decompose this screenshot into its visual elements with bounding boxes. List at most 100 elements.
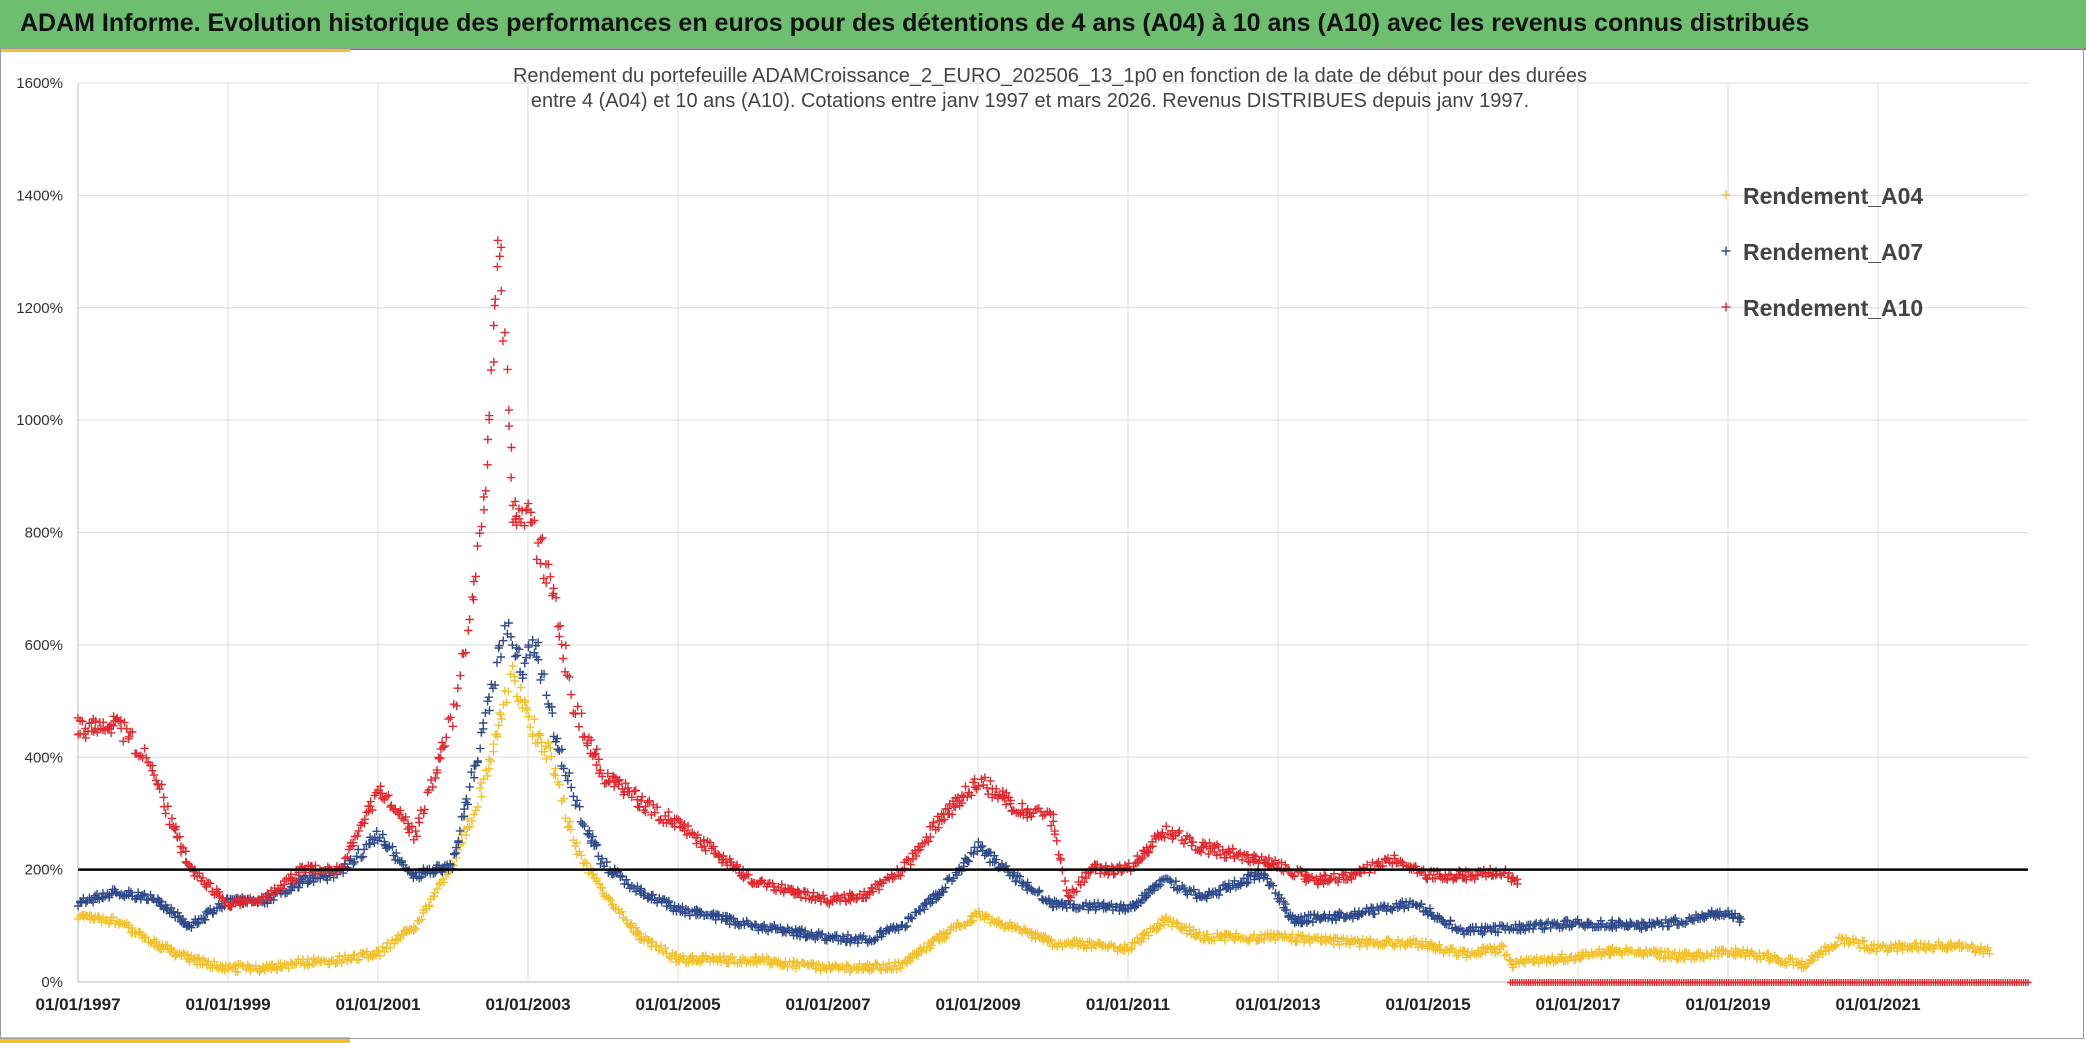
data-point bbox=[738, 953, 748, 963]
data-point bbox=[1228, 844, 1237, 854]
data-point bbox=[1266, 879, 1276, 888]
data-point bbox=[81, 733, 90, 743]
data-point bbox=[583, 741, 592, 750]
data-point bbox=[141, 933, 150, 942]
data-point bbox=[941, 883, 950, 892]
data-point bbox=[415, 874, 424, 883]
data-point bbox=[547, 702, 556, 711]
data-point bbox=[967, 791, 976, 800]
data-point bbox=[609, 782, 619, 791]
data-point bbox=[1062, 939, 1071, 948]
data-point bbox=[120, 920, 129, 929]
data-point bbox=[1002, 788, 1011, 797]
data-point bbox=[1006, 799, 1015, 808]
data-point bbox=[566, 825, 576, 834]
data-point bbox=[1872, 947, 1881, 956]
data-point bbox=[697, 956, 707, 966]
data-point bbox=[1508, 963, 1518, 972]
y-tick-label: 200% bbox=[25, 862, 63, 879]
data-point bbox=[1298, 931, 1307, 940]
data-point bbox=[512, 520, 521, 530]
data-point bbox=[430, 891, 439, 901]
data-point bbox=[621, 915, 631, 925]
data-point bbox=[759, 920, 769, 930]
data-point bbox=[974, 907, 984, 916]
data-point bbox=[571, 801, 580, 810]
data-point bbox=[892, 965, 902, 974]
data-point bbox=[871, 959, 881, 968]
data-point bbox=[1358, 935, 1367, 944]
data-point bbox=[159, 793, 168, 802]
x-tick-label: 01/01/2015 bbox=[1385, 995, 1470, 1014]
data-point bbox=[1205, 838, 1214, 848]
data-point bbox=[176, 848, 186, 857]
data-point bbox=[411, 826, 420, 836]
data-point bbox=[707, 844, 716, 853]
data-point bbox=[1011, 923, 1020, 932]
data-point bbox=[1062, 886, 1071, 895]
data-point bbox=[1155, 921, 1165, 931]
data-point bbox=[1130, 939, 1139, 948]
data-point bbox=[852, 894, 861, 904]
data-point bbox=[469, 577, 478, 586]
data-point bbox=[460, 804, 469, 814]
data-point bbox=[1255, 874, 1264, 883]
data-point bbox=[1286, 911, 1295, 920]
data-point bbox=[577, 709, 586, 718]
data-point bbox=[733, 919, 742, 928]
data-point bbox=[1497, 940, 1506, 950]
data-point bbox=[165, 820, 174, 829]
data-point bbox=[417, 873, 426, 882]
data-point bbox=[149, 770, 159, 780]
data-point bbox=[779, 961, 788, 970]
data-point bbox=[1060, 876, 1070, 886]
data-point bbox=[715, 954, 724, 963]
data-point bbox=[755, 877, 765, 886]
data-point bbox=[386, 943, 395, 953]
data-point bbox=[1694, 948, 1703, 957]
data-point bbox=[1126, 866, 1135, 876]
data-point bbox=[444, 714, 453, 724]
data-point bbox=[627, 793, 636, 802]
data-point bbox=[1780, 959, 1789, 968]
data-point bbox=[957, 866, 966, 876]
data-point bbox=[448, 722, 457, 731]
data-point bbox=[227, 902, 236, 911]
data-point bbox=[1210, 936, 1219, 945]
data-point bbox=[1237, 855, 1247, 865]
data-point bbox=[648, 890, 657, 899]
data-point bbox=[152, 937, 161, 946]
accent-stripe-bottom bbox=[0, 1037, 350, 1043]
accent-stripe-top bbox=[0, 48, 350, 52]
data-point bbox=[353, 831, 362, 841]
data-point bbox=[563, 776, 572, 785]
data-point bbox=[1189, 885, 1198, 894]
data-point bbox=[705, 838, 715, 847]
data-point bbox=[876, 966, 886, 975]
data-point bbox=[485, 411, 494, 420]
data-point bbox=[934, 823, 943, 832]
data-point bbox=[163, 802, 173, 811]
data-point bbox=[947, 810, 957, 819]
data-point bbox=[640, 889, 650, 898]
data-point bbox=[432, 884, 442, 894]
data-point bbox=[157, 780, 166, 789]
data-point bbox=[140, 744, 149, 753]
data-point bbox=[763, 926, 773, 936]
data-point bbox=[592, 745, 601, 754]
data-point bbox=[540, 747, 549, 756]
data-point bbox=[661, 943, 670, 953]
data-point bbox=[1540, 925, 1549, 934]
data-point bbox=[1127, 945, 1136, 954]
data-point bbox=[183, 950, 192, 959]
data-point bbox=[1304, 916, 1313, 925]
data-point bbox=[1626, 918, 1635, 927]
data-point bbox=[1216, 850, 1225, 859]
data-point bbox=[136, 751, 146, 760]
data-point bbox=[1794, 958, 1803, 967]
data-point bbox=[1348, 914, 1358, 923]
data-point bbox=[603, 769, 612, 778]
data-point bbox=[456, 671, 465, 680]
data-point bbox=[397, 814, 407, 823]
data-point bbox=[471, 572, 480, 581]
